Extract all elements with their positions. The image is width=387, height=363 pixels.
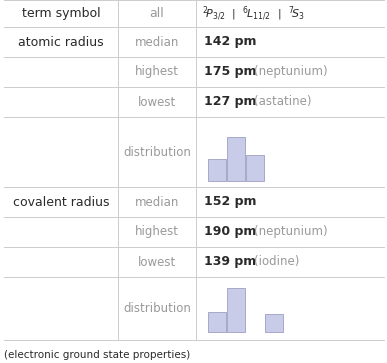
Text: (neptunium): (neptunium) <box>254 65 328 78</box>
Bar <box>227 137 245 181</box>
Text: 175 pm: 175 pm <box>204 65 257 78</box>
Text: lowest: lowest <box>138 256 176 269</box>
Text: distribution: distribution <box>123 302 191 315</box>
Text: 142 pm: 142 pm <box>204 36 257 49</box>
Text: highest: highest <box>135 65 179 78</box>
Text: median: median <box>135 36 179 49</box>
Text: (electronic ground state properties): (electronic ground state properties) <box>4 350 190 360</box>
Bar <box>265 314 283 332</box>
Text: distribution: distribution <box>123 146 191 159</box>
Bar <box>227 288 245 332</box>
Text: (astatine): (astatine) <box>254 95 312 109</box>
Bar <box>208 312 226 332</box>
Text: term symbol: term symbol <box>22 7 100 20</box>
Bar <box>246 155 264 181</box>
Text: highest: highest <box>135 225 179 238</box>
Text: (iodine): (iodine) <box>254 256 300 269</box>
Text: (neptunium): (neptunium) <box>254 225 328 238</box>
Text: all: all <box>150 7 164 20</box>
Text: 152 pm: 152 pm <box>204 196 257 208</box>
Text: $^{2}\!P_{3/2}$  |  $^{6}\!L_{11/2}$  |  $^{7}\!S_{3}$: $^{2}\!P_{3/2}$ | $^{6}\!L_{11/2}$ | $^{… <box>202 4 305 23</box>
Text: lowest: lowest <box>138 95 176 109</box>
Text: 127 pm: 127 pm <box>204 95 257 109</box>
Bar <box>208 159 226 181</box>
Text: covalent radius: covalent radius <box>13 196 109 208</box>
Text: 139 pm: 139 pm <box>204 256 256 269</box>
Text: atomic radius: atomic radius <box>18 36 104 49</box>
Text: median: median <box>135 196 179 208</box>
Text: 190 pm: 190 pm <box>204 225 256 238</box>
